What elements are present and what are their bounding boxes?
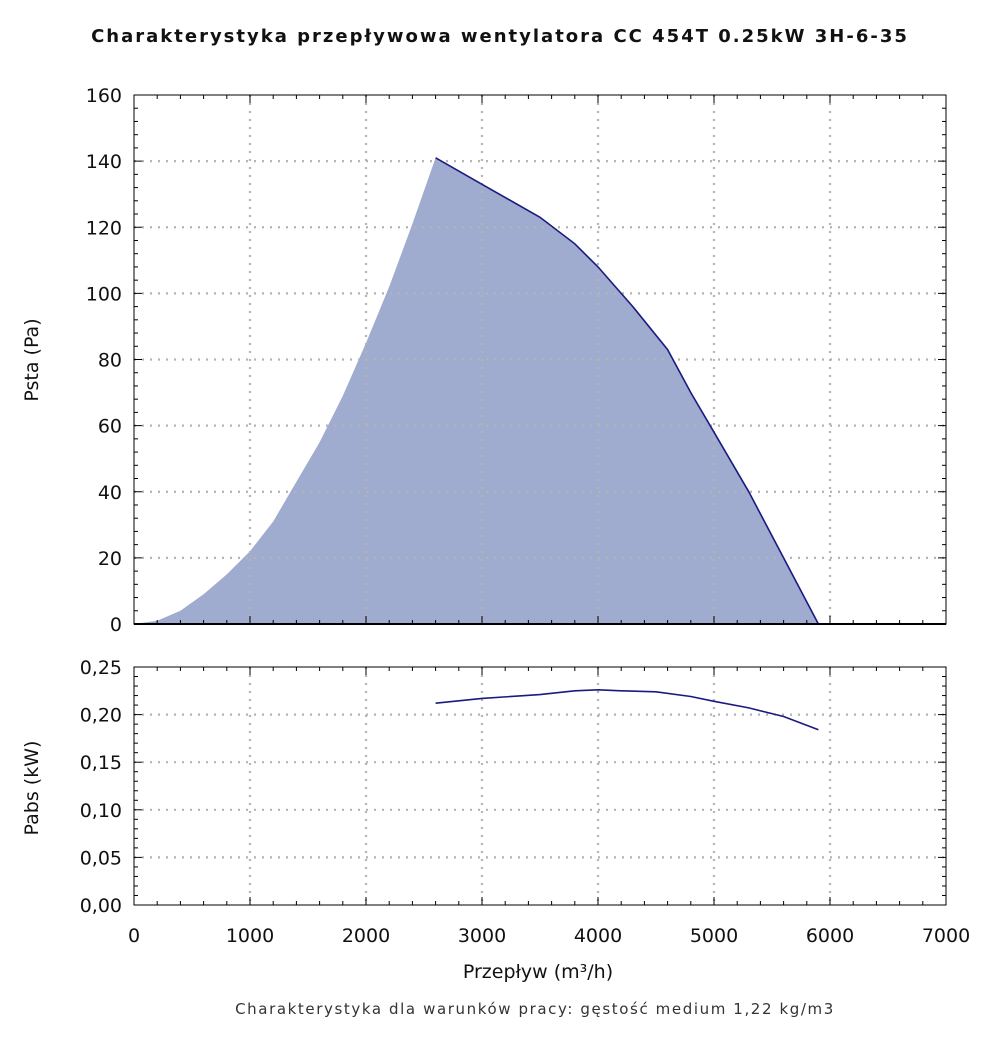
x-tick-label: 2000 xyxy=(342,925,390,947)
x-tick-label: 1000 xyxy=(226,925,274,947)
x-tick-label: 5000 xyxy=(690,925,738,947)
y-tick-label: 0,10 xyxy=(80,800,122,822)
chart-title: Charakterystyka przepływowa wentylatora … xyxy=(91,26,909,47)
y-tick-label: 160 xyxy=(86,85,122,107)
y-tick-label: 0,20 xyxy=(80,705,122,727)
x-tick-label: 4000 xyxy=(574,925,622,947)
x-tick-label: 0 xyxy=(128,925,140,947)
pressure-panel: 0 20 40 60 80 100 120 140 160 xyxy=(86,85,947,636)
plot-frame xyxy=(133,666,947,906)
pressure-curve xyxy=(435,157,820,625)
y-tick-label: 100 xyxy=(86,283,122,305)
x-tick-label: 6000 xyxy=(806,925,854,947)
y-tick-label: 0,00 xyxy=(80,895,122,917)
operating-conditions-note: Charakterystyka dla warunków pracy: gęst… xyxy=(235,1000,835,1018)
y-tick-label: 140 xyxy=(86,151,122,173)
y-tick-label: 40 xyxy=(98,482,122,504)
operating-area xyxy=(134,157,819,625)
y-tick-label: 0,25 xyxy=(80,657,122,679)
y-tick-label: 60 xyxy=(98,416,122,438)
pressure-axis-label: Psta (Pa) xyxy=(21,318,43,401)
y-tick-label: 120 xyxy=(86,217,122,239)
y-tick-label: 0,05 xyxy=(80,847,122,869)
power-curve xyxy=(435,688,819,731)
y-tick-label: 80 xyxy=(98,350,122,372)
x-tick-label: 3000 xyxy=(458,925,506,947)
power-panel: 0,00 0,05 0,10 0,15 0,20 0,25 0 1000 2000 3000 400… xyxy=(80,657,970,947)
x-tick-label: 7000 xyxy=(922,925,970,947)
flow-axis-label: Przepływ (m³/h) xyxy=(463,961,613,983)
y-tick-label: 0 xyxy=(110,614,122,636)
y-tick-label: 20 xyxy=(98,548,122,570)
y-tick-label: 0,15 xyxy=(80,752,122,774)
power-axis-label: Pabs (kW) xyxy=(21,741,43,836)
